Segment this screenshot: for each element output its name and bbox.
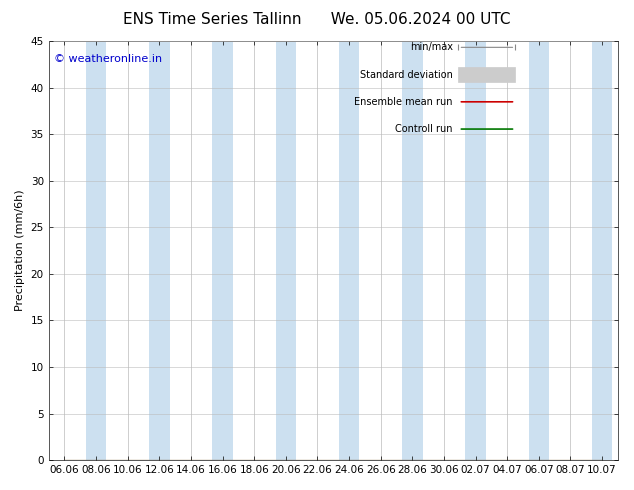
- Bar: [86, 41, 107, 460]
- Bar: [212, 41, 233, 460]
- Text: Ensemble mean run: Ensemble mean run: [354, 97, 453, 107]
- Y-axis label: Precipitation (mm/6h): Precipitation (mm/6h): [15, 190, 25, 312]
- Text: min/max: min/max: [410, 42, 453, 52]
- Bar: [149, 41, 170, 460]
- Text: ENS Time Series Tallinn      We. 05.06.2024 00 UTC: ENS Time Series Tallinn We. 05.06.2024 0…: [123, 12, 511, 27]
- Bar: [592, 41, 612, 460]
- Text: Standard deviation: Standard deviation: [360, 70, 453, 79]
- Text: © weatheronline.in: © weatheronline.in: [55, 53, 162, 64]
- Bar: [402, 41, 423, 460]
- Bar: [465, 41, 486, 460]
- Bar: [458, 67, 515, 82]
- Bar: [339, 41, 359, 460]
- Text: Controll run: Controll run: [395, 124, 453, 134]
- Bar: [529, 41, 549, 460]
- Bar: [276, 41, 296, 460]
